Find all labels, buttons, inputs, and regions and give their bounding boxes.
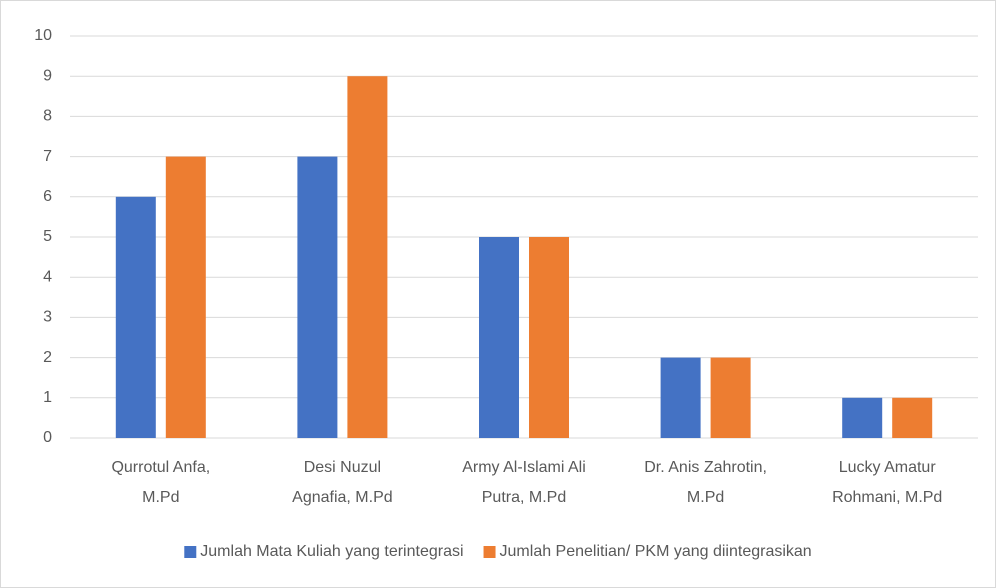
bar [660, 357, 701, 438]
x-tick-label: Lucky Amatur Rohmani, M.Pd [832, 459, 942, 506]
bar [842, 397, 883, 438]
bar [710, 357, 751, 438]
legend-swatch [184, 546, 197, 558]
bar [297, 156, 338, 438]
y-tick-label: 1 [43, 389, 52, 406]
x-tick-label: Desi Nuzul Agnafia, M.Pd [292, 459, 393, 506]
bar [165, 156, 206, 438]
y-tick-label: 6 [43, 188, 52, 205]
legend-swatch [483, 546, 496, 558]
y-tick-label: 9 [43, 67, 52, 84]
y-tick-label: 8 [43, 108, 52, 125]
y-tick-label: 0 [43, 429, 52, 446]
bar [115, 196, 156, 438]
y-tick-label: 7 [43, 148, 52, 165]
x-tick-label: Dr. Anis Zahrotin, M.Pd [644, 459, 767, 506]
bar [347, 76, 388, 438]
x-tick-label: Qurrotul Anfa, M.Pd [111, 459, 210, 506]
y-tick-label: 5 [43, 228, 52, 245]
legend-label: Jumlah Penelitian/ PKM yang diintegrasik… [500, 543, 812, 560]
y-tick-label: 2 [43, 349, 52, 366]
bar [529, 237, 569, 438]
legend-label: Jumlah Mata Kuliah yang terintegrasi [200, 543, 463, 560]
y-tick-label: 4 [43, 268, 52, 285]
y-tick-label: 10 [34, 27, 52, 44]
x-tick-label: Army Al-Islami Ali Putra, M.Pd [462, 459, 586, 506]
y-tick-label: 3 [43, 309, 52, 326]
bar [892, 397, 933, 438]
bar [479, 237, 519, 438]
